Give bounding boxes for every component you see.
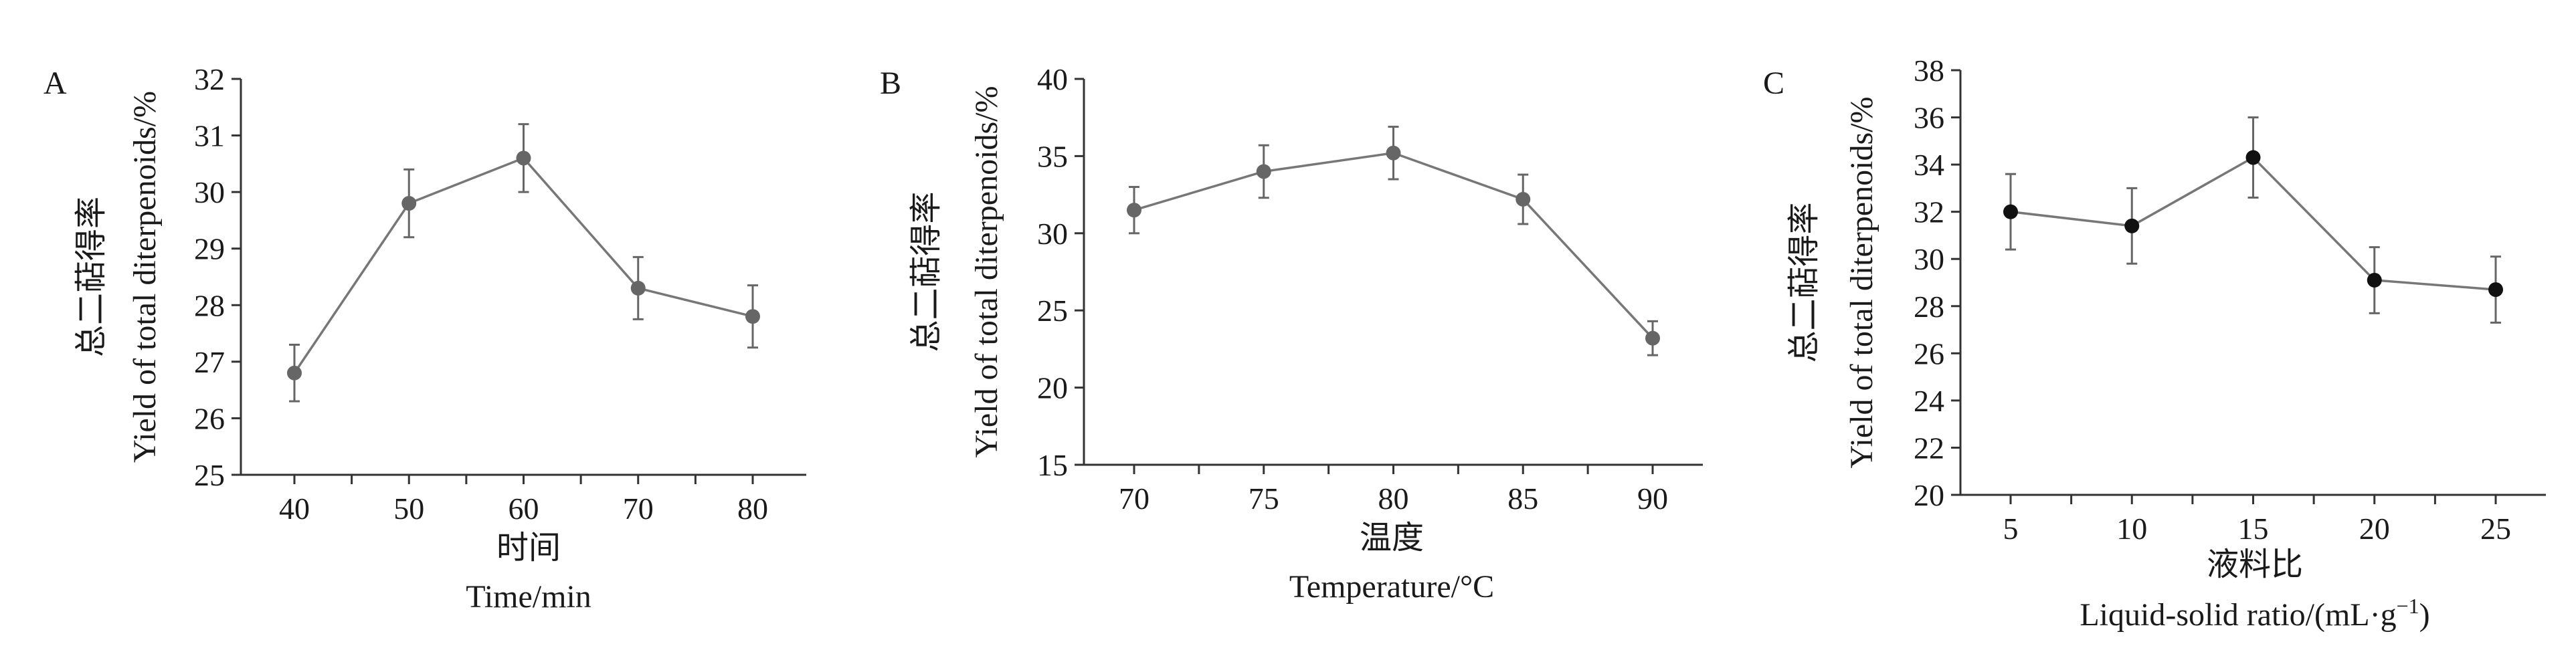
x-axis-label-en-c: Liquid-solid ratio/(mL·g−1) [2080, 594, 2429, 633]
x-tick-label-a-60: 60 [509, 492, 539, 526]
data-point-a-1 [401, 196, 417, 211]
y-tick-label-b-40: 40 [1037, 62, 1068, 96]
panel-letter-a: A [43, 66, 67, 101]
x-tick-label-a-40: 40 [279, 492, 310, 526]
y-tick-label-a-31: 31 [194, 119, 225, 153]
x-tick-label-b-80: 80 [1378, 481, 1409, 516]
y-tick-label-c-36: 36 [1914, 101, 1944, 135]
panel-letter-c: C [1763, 66, 1784, 101]
y-tick-label-a-28: 28 [194, 288, 225, 322]
x-tick-label-c-10: 10 [2116, 512, 2147, 546]
y-tick-label-a-27: 27 [194, 345, 225, 379]
x-tick-label-b-70: 70 [1119, 481, 1149, 516]
y-tick-label-c-38: 38 [1914, 53, 1944, 88]
y-axis-label-en-c: Yield of total diterpenoids/% [1844, 97, 1879, 469]
y-tick-label-b-35: 35 [1037, 139, 1068, 173]
y-tick-label-b-20: 20 [1037, 371, 1068, 405]
data-point-c-1 [2124, 218, 2140, 233]
x-axis-label-cn-a: 时间 [496, 529, 561, 566]
y-tick-label-b-15: 15 [1037, 448, 1068, 482]
data-point-c-2 [2245, 150, 2261, 165]
x-tick-label-c-25: 25 [2480, 512, 2511, 546]
y-axis-label-en-b: Yield of total diterpenoids/% [969, 86, 1004, 458]
x-tick-label-c-20: 20 [2359, 512, 2390, 546]
y-tick-label-c-34: 34 [1914, 148, 1944, 182]
data-point-b-1 [1256, 164, 1271, 179]
data-point-b-2 [1386, 145, 1401, 160]
x-axis-label-en-b: Temperature/°C [1289, 569, 1494, 605]
x-tick-label-a-70: 70 [623, 492, 654, 526]
y-tick-label-c-20: 20 [1914, 478, 1944, 512]
chart-panel-b: B 15 20 25 30 35 40 70 75 80 85 90 Yield of total di… [870, 0, 1733, 648]
data-point-a-3 [630, 280, 646, 296]
x-tick-label-b-75: 75 [1249, 481, 1279, 516]
y-axis-label-en-a: Yield of total diterpenoids/% [127, 91, 163, 463]
y-tick-label-c-30: 30 [1914, 242, 1944, 276]
y-tick-label-c-24: 24 [1914, 384, 1944, 418]
y-tick-label-a-25: 25 [194, 458, 225, 492]
x-axis-label-cn-c: 液料比 [2207, 546, 2303, 583]
series-line-b [1133, 151, 1654, 339]
y-tick-label-b-30: 30 [1037, 217, 1068, 251]
x-tick-label-c-5: 5 [2003, 512, 2019, 546]
data-point-a-0 [287, 365, 302, 381]
data-point-b-3 [1515, 192, 1531, 207]
y-axis-label-cn-b: 总二萜得率 [907, 191, 945, 352]
x-tick-label-b-90: 90 [1637, 481, 1668, 516]
x-tick-label-c-15: 15 [2238, 512, 2269, 546]
y-tick-label-c-28: 28 [1914, 290, 1944, 324]
data-point-a-4 [745, 309, 760, 324]
y-axis-label-cn-a: 总二萜得率 [72, 197, 110, 357]
y-tick-label-a-30: 30 [194, 175, 225, 209]
x-tick-label-a-80: 80 [737, 492, 768, 526]
x-axis-label-cn-b: 温度 [1360, 519, 1424, 556]
y-tick-label-c-22: 22 [1914, 431, 1944, 465]
chart-panel-c: C 20 22 24 26 28 30 32 34 36 38 5 10 15 20 25 Yield of t… [1753, 0, 2576, 648]
x-tick-label-b-85: 85 [1507, 481, 1538, 516]
data-point-c-0 [2003, 204, 2018, 219]
y-tick-label-b-25: 25 [1037, 294, 1068, 328]
chart-b-svg: B 15 20 25 30 35 40 70 75 80 85 90 Yield of total di… [880, 62, 1703, 605]
y-axis-label-cn-c: 总二萜得率 [1785, 202, 1823, 362]
chart-a-svg: A 25 26 27 28 29 30 31 32 40 50 60 70 80 Yield of tota… [43, 62, 806, 615]
y-tick-label-a-26: 26 [194, 401, 225, 435]
chart-panel-a: A 25 26 27 28 29 30 31 32 40 50 60 70 80 Yield of tota… [0, 0, 843, 648]
data-point-c-4 [2488, 282, 2503, 298]
data-point-b-4 [1645, 330, 1660, 346]
y-tick-label-a-32: 32 [194, 62, 225, 96]
data-point-b-0 [1127, 203, 1141, 218]
y-tick-label-c-32: 32 [1914, 195, 1944, 229]
panel-letter-b: B [880, 66, 901, 101]
x-axis-label-en-a: Time/min [466, 579, 591, 615]
x-tick-label-a-50: 50 [393, 492, 424, 526]
chart-c-svg: C 20 22 24 26 28 30 32 34 36 38 5 10 15 20 25 Yield of t… [1763, 53, 2546, 633]
y-tick-label-a-29: 29 [194, 232, 225, 266]
data-point-a-2 [516, 150, 531, 166]
y-tick-label-c-26: 26 [1914, 336, 1944, 370]
data-point-c-3 [2367, 272, 2382, 288]
